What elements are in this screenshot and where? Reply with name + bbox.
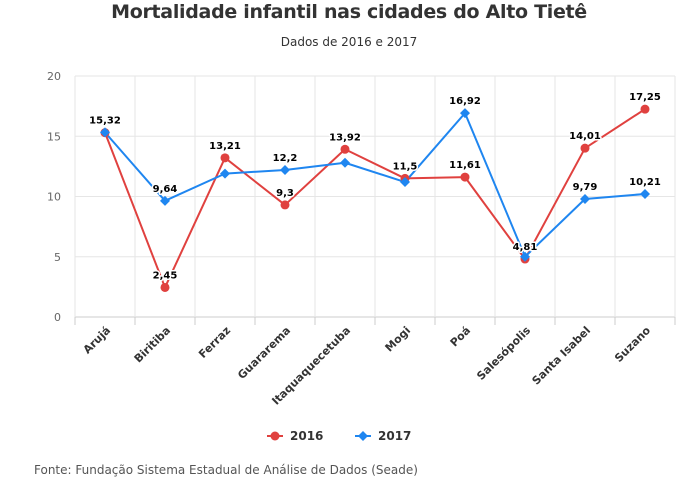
data-point-2017[interactable] bbox=[460, 108, 470, 119]
y-tick-label: 0 bbox=[54, 311, 61, 324]
data-label: 16,92 bbox=[449, 96, 481, 107]
data-point-2017[interactable] bbox=[100, 127, 110, 138]
x-tick-label: Mogi bbox=[383, 324, 414, 355]
x-tick-label: Biritiba bbox=[132, 324, 173, 365]
data-point-2017[interactable] bbox=[160, 195, 170, 206]
data-labels: 2,45 13,21 9,3 13,92 11,5 11,61 4,81 14,01 17,25… bbox=[88, 91, 663, 283]
data-point-2016[interactable] bbox=[340, 144, 350, 154]
data-label: 10,21 bbox=[629, 177, 661, 188]
data-label: 9,3 bbox=[276, 188, 294, 199]
y-tick-label: 20 bbox=[47, 70, 61, 83]
data-point-2016[interactable] bbox=[460, 172, 470, 182]
data-label: 15,32 bbox=[89, 115, 121, 126]
y-tick-label: 15 bbox=[47, 130, 61, 143]
x-tick-label: Salesópolis bbox=[474, 324, 533, 383]
series-line-2017 bbox=[104, 112, 646, 258]
data-point-2016[interactable] bbox=[580, 143, 590, 153]
data-point-2017[interactable] bbox=[580, 194, 590, 205]
data-label: 9,79 bbox=[573, 182, 598, 193]
data-point-2017[interactable] bbox=[640, 188, 650, 199]
y-tick-label: 10 bbox=[47, 191, 61, 204]
data-point-2016[interactable] bbox=[220, 153, 230, 163]
legend-item-2017[interactable]: 2017 bbox=[378, 429, 411, 443]
x-tick-label: Suzano bbox=[612, 324, 653, 365]
chart-legend: 2016 2017 bbox=[267, 429, 411, 443]
data-point-2016[interactable] bbox=[280, 200, 290, 210]
data-label: 2,45 bbox=[153, 270, 178, 281]
data-label: 14,01 bbox=[569, 131, 601, 142]
data-label: 12,2 bbox=[273, 153, 298, 164]
data-point-2017[interactable] bbox=[340, 157, 350, 168]
data-label: 4,81 bbox=[513, 242, 538, 253]
data-label: 11,61 bbox=[449, 160, 481, 171]
x-tick-label: Ferraz bbox=[196, 324, 233, 361]
data-label: 13,21 bbox=[209, 141, 241, 152]
x-tick-label: Guararema bbox=[235, 324, 293, 382]
chart-title: Mortalidade infantil nas cidades do Alto… bbox=[111, 1, 587, 23]
y-tick-label: 5 bbox=[54, 251, 61, 264]
data-point-2017[interactable] bbox=[520, 251, 530, 262]
data-point-2016[interactable] bbox=[160, 282, 170, 292]
data-label: 17,25 bbox=[629, 92, 661, 103]
x-tick-label: Santa Isabel bbox=[530, 324, 594, 388]
data-point-2016[interactable] bbox=[640, 104, 650, 114]
legend-item-2016[interactable]: 2016 bbox=[290, 429, 323, 443]
chart-subtitle: Dados de 2016 e 2017 bbox=[280, 35, 418, 49]
x-tick-label: Arujá bbox=[81, 324, 114, 357]
legend-marker bbox=[358, 431, 368, 441]
data-label: 9,64 bbox=[153, 184, 178, 195]
y-axis-ticks: 0 5 10 15 20 bbox=[47, 70, 61, 324]
chart-series bbox=[100, 104, 650, 292]
data-label: 13,92 bbox=[329, 132, 361, 143]
data-point-2017[interactable] bbox=[400, 177, 410, 188]
data-point-2017[interactable] bbox=[280, 164, 290, 175]
series-line-2016 bbox=[104, 108, 646, 289]
data-point-2017[interactable] bbox=[220, 168, 230, 179]
x-tick-label: Poá bbox=[448, 324, 473, 349]
source-note: Fonte: Fundação Sistema Estadual de Anál… bbox=[34, 463, 418, 477]
x-axis-ticks: Arujá Biritiba Ferraz GuararemaItaquaquecet… bbox=[74, 317, 676, 408]
data-label: 11,5 bbox=[393, 161, 418, 172]
legend-marker bbox=[270, 431, 280, 441]
